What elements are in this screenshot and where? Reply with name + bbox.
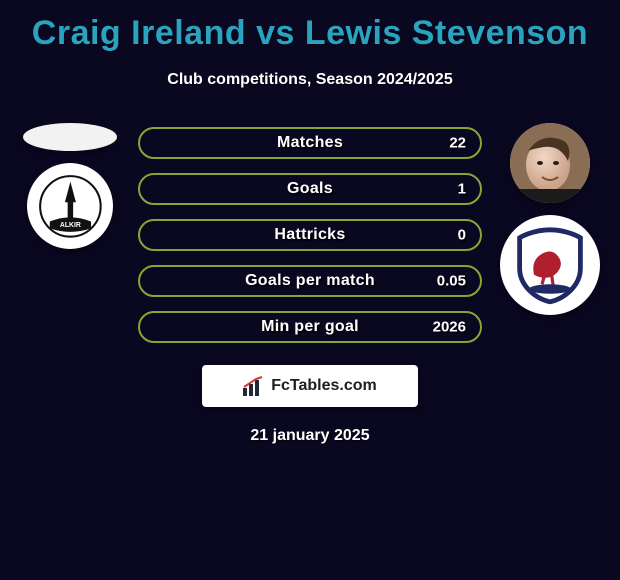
stat-row-min-per-goal: Min per goal 2026 — [138, 311, 482, 343]
comparison-card: Craig Ireland vs Lewis Stevenson Club co… — [0, 0, 620, 445]
stat-label: Goals per match — [245, 272, 375, 290]
date-label: 21 january 2025 — [10, 427, 610, 445]
stat-label: Matches — [277, 134, 343, 152]
club1-logo: ALKIR — [27, 163, 113, 249]
stat-value: 1 — [458, 181, 466, 198]
bar-chart-icon — [243, 376, 265, 396]
raith-crest-icon — [510, 225, 590, 305]
brand-box: FcTables.com — [202, 365, 418, 407]
player2-avatar — [510, 123, 590, 203]
right-column — [500, 123, 600, 315]
left-column: ALKIR — [20, 123, 120, 249]
stat-label: Min per goal — [261, 318, 359, 336]
player-photo-icon — [510, 123, 590, 203]
subtitle: Club competitions, Season 2024/2025 — [10, 71, 610, 89]
page-title: Craig Ireland vs Lewis Stevenson — [10, 14, 610, 53]
stat-value: 2026 — [433, 319, 466, 336]
stat-row-goals-per-match: Goals per match 0.05 — [138, 265, 482, 297]
svg-text:ALKIR: ALKIR — [60, 222, 81, 229]
stat-bars: Matches 22 Goals 1 Hattricks 0 Goals per… — [138, 123, 482, 343]
brand-label: FcTables.com — [271, 377, 377, 395]
main-row: ALKIR Matches 22 Goals 1 Hattricks 0 Goa… — [10, 123, 610, 343]
stat-row-hattricks: Hattricks 0 — [138, 219, 482, 251]
stat-row-matches: Matches 22 — [138, 127, 482, 159]
stat-label: Hattricks — [274, 226, 345, 244]
club2-logo — [500, 215, 600, 315]
player1-avatar — [23, 123, 117, 151]
stat-row-goals: Goals 1 — [138, 173, 482, 205]
falkirk-crest-icon: ALKIR — [36, 172, 105, 241]
stat-value: 0.05 — [437, 273, 466, 290]
stat-label: Goals — [287, 180, 333, 198]
stat-value: 0 — [458, 227, 466, 244]
stat-value: 22 — [449, 135, 466, 152]
